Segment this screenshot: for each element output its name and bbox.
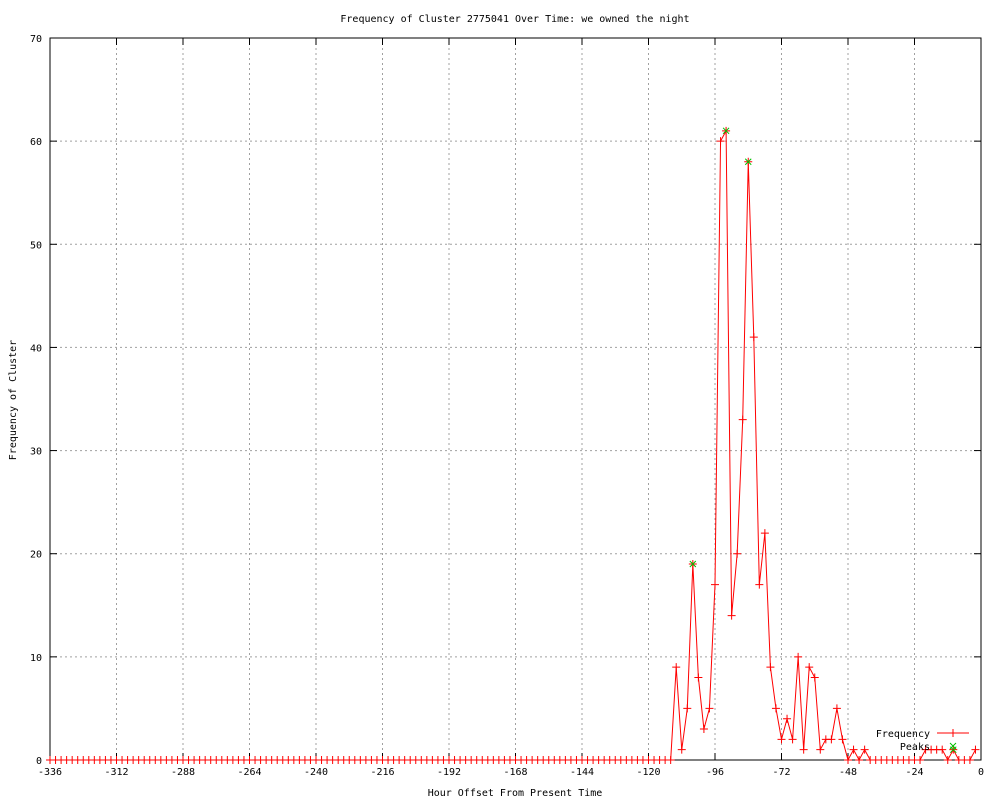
y-tick-label: 30 bbox=[30, 447, 42, 458]
x-tick-label: -336 bbox=[38, 767, 62, 778]
x-tick-label: -312 bbox=[104, 767, 128, 778]
legend-label-frequency: Frequency bbox=[876, 729, 930, 740]
peak-point bbox=[744, 158, 752, 166]
frequency-point bbox=[705, 704, 714, 713]
legend: Frequency Peaks bbox=[876, 729, 969, 753]
peak-point bbox=[722, 127, 730, 135]
frequency-point bbox=[694, 673, 703, 682]
frequency-point bbox=[916, 756, 925, 764]
x-tick-label: -144 bbox=[570, 767, 594, 778]
frequency-point bbox=[938, 745, 947, 754]
frequency-point bbox=[760, 529, 769, 538]
frequency-point bbox=[683, 704, 692, 713]
x-tick-label: -288 bbox=[171, 767, 195, 778]
frequency-point bbox=[783, 714, 792, 723]
y-tick-label: 50 bbox=[30, 240, 42, 251]
frequency-point bbox=[855, 756, 864, 764]
frequency-point bbox=[716, 137, 725, 146]
peak-point bbox=[689, 560, 697, 568]
x-tick-label: -168 bbox=[503, 767, 527, 778]
frequency-point bbox=[827, 735, 836, 744]
x-tick-label: -216 bbox=[370, 767, 394, 778]
x-tick-label: -240 bbox=[304, 767, 328, 778]
frequency-point bbox=[810, 673, 819, 682]
frequency-point bbox=[777, 735, 786, 744]
frequency-point bbox=[844, 756, 852, 764]
x-tick-label: -264 bbox=[237, 767, 261, 778]
x-tick-label: -72 bbox=[772, 767, 790, 778]
frequency-point bbox=[816, 745, 825, 754]
grid-lines bbox=[50, 38, 981, 760]
frequency-point bbox=[832, 704, 841, 713]
axis-ticks: -336 -312 -288 -264 -240 -216 -192 -168 -144 -120… bbox=[30, 34, 984, 778]
series-layer bbox=[46, 126, 980, 764]
legend-marker-peaks bbox=[949, 742, 957, 750]
x-axis-label: Hour Offset From Present Time bbox=[428, 788, 603, 799]
y-tick-label: 20 bbox=[30, 550, 42, 561]
y-tick-label: 40 bbox=[30, 343, 42, 354]
frequency-point bbox=[666, 756, 675, 764]
y-tick-label: 10 bbox=[30, 653, 42, 664]
legend-label-peaks: Peaks bbox=[900, 742, 930, 753]
frequency-point bbox=[860, 745, 869, 754]
frequency-point bbox=[672, 663, 681, 672]
frequency-point bbox=[943, 756, 952, 764]
frequency-line bbox=[50, 130, 976, 762]
frequency-point bbox=[711, 580, 719, 589]
frequency-point bbox=[766, 663, 775, 672]
frequency-point bbox=[727, 611, 736, 620]
x-tick-label: -96 bbox=[706, 767, 724, 778]
x-tick-label: -120 bbox=[636, 767, 660, 778]
x-tick-label: -48 bbox=[839, 767, 857, 778]
frequency-point bbox=[849, 745, 858, 754]
y-tick-label: 60 bbox=[30, 137, 42, 148]
frequency-point bbox=[738, 415, 747, 424]
frequency-point bbox=[805, 663, 814, 672]
legend-marker-frequency bbox=[949, 729, 957, 737]
frequency-point bbox=[971, 745, 980, 754]
frequency-point bbox=[771, 704, 780, 713]
frequency-point bbox=[755, 580, 764, 589]
frequency-point bbox=[699, 725, 708, 734]
x-tick-label: -24 bbox=[905, 767, 923, 778]
y-tick-label: 70 bbox=[30, 34, 42, 45]
y-axis-label: Frequency of Cluster bbox=[8, 340, 19, 460]
frequency-point bbox=[794, 652, 803, 661]
y-tick-label: 0 bbox=[36, 756, 42, 767]
frequency-point bbox=[788, 735, 797, 744]
frequency-point bbox=[965, 756, 974, 764]
x-tick-label: -192 bbox=[437, 767, 461, 778]
chart-title: Frequency of Cluster 2775041 Over Time: … bbox=[340, 14, 689, 25]
frequency-point bbox=[838, 735, 847, 744]
frequency-point bbox=[799, 745, 808, 754]
frequency-point bbox=[749, 333, 758, 342]
frequency-point bbox=[733, 549, 742, 558]
x-tick-label: 0 bbox=[978, 767, 984, 778]
frequency-point bbox=[677, 745, 686, 754]
